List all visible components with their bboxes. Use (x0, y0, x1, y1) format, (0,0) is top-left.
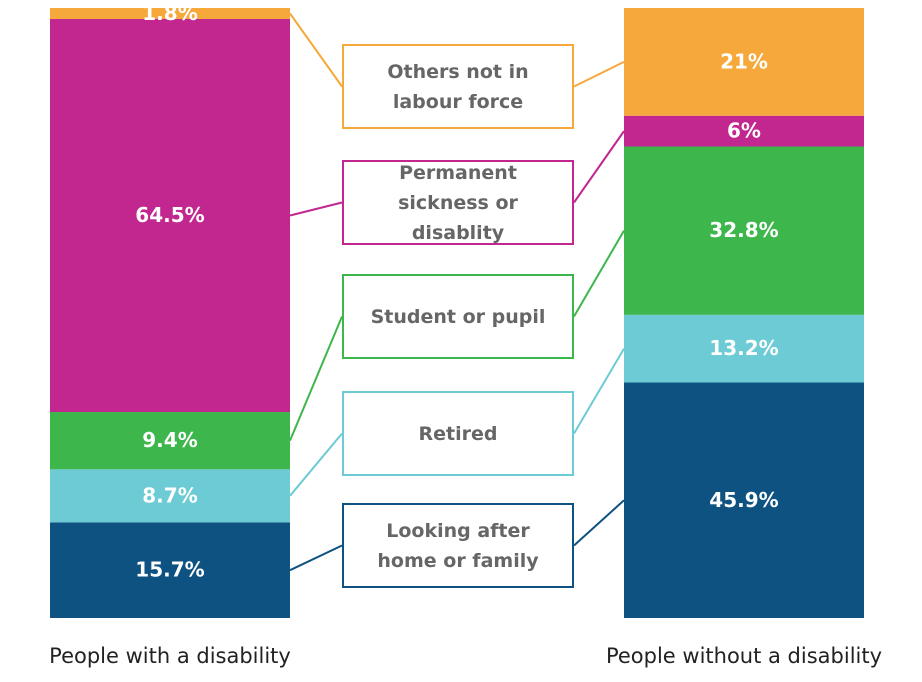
bar-segment (50, 18, 290, 413)
connector (573, 499, 625, 547)
category-label: People with a disability (49, 644, 291, 668)
data-label: 6% (727, 119, 761, 143)
data-label: 9.4% (142, 428, 197, 452)
bar-segment (624, 8, 864, 116)
data-label: 32.8% (709, 218, 778, 242)
legend-entry: Permanent sickness or disablity (342, 160, 574, 245)
connector (289, 544, 343, 572)
legend-entry: Others not in labour force (342, 44, 574, 129)
bar-segment (624, 382, 864, 618)
data-label: 13.2% (709, 336, 778, 360)
data-label: 1.8% (142, 1, 197, 25)
bar-segment (50, 412, 290, 470)
legend-entry: Retired (342, 391, 574, 476)
legend-entry: Student or pupil (342, 274, 574, 359)
data-label: 21% (720, 49, 768, 73)
bar-segment (624, 314, 864, 383)
data-label: 45.9% (709, 488, 778, 512)
bar-segment (50, 8, 290, 19)
connector (289, 316, 343, 442)
bar-segment (624, 146, 864, 315)
data-label: 15.7% (135, 558, 204, 582)
data-label: 8.7% (142, 483, 197, 507)
bar-segment (50, 469, 290, 523)
connector (289, 432, 343, 497)
data-label: 64.5% (135, 203, 204, 227)
bar-segment (50, 522, 290, 618)
connector (573, 230, 625, 318)
connector (573, 60, 625, 88)
connector (289, 12, 343, 88)
category-label: People without a disability (606, 644, 882, 668)
connector (573, 130, 625, 204)
connector (289, 201, 343, 217)
bar-segment (624, 115, 864, 147)
legend-entry: Looking after home or family (342, 503, 574, 588)
connector (573, 348, 625, 435)
